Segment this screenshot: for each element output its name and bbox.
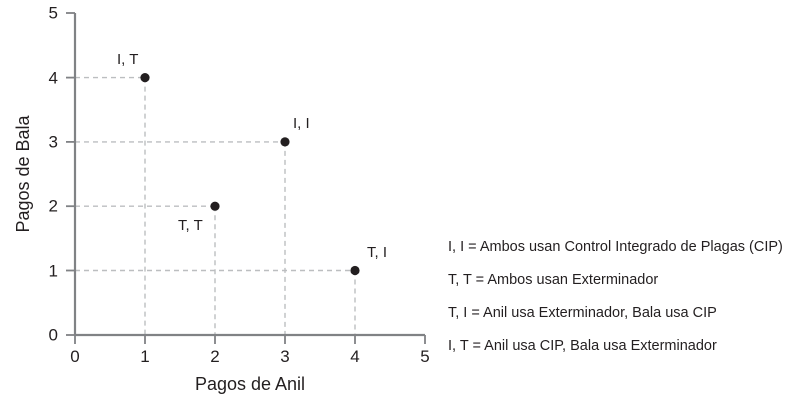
guide-lines bbox=[75, 76, 356, 335]
data-point-it bbox=[140, 73, 150, 83]
y-tick-label-2: 2 bbox=[48, 196, 58, 216]
y-tick-label-3: 3 bbox=[48, 132, 58, 152]
y-tick-label-4: 4 bbox=[48, 68, 58, 88]
x-axis-ticks bbox=[74, 335, 426, 344]
data-label-tt: T, T bbox=[178, 217, 203, 234]
y-axis-ticks bbox=[66, 12, 75, 336]
data-label-it: I, T bbox=[117, 51, 139, 68]
data-point-ti bbox=[350, 265, 360, 276]
x-tick-label-1: 1 bbox=[140, 347, 150, 366]
y-tick-label-0: 0 bbox=[48, 325, 58, 345]
x-tick-label-3: 3 bbox=[280, 347, 290, 366]
legend-item: I, I = Ambos usan Control Integrado de P… bbox=[448, 239, 783, 255]
x-tick-label-4: 4 bbox=[350, 347, 360, 366]
data-markers bbox=[140, 73, 360, 276]
data-label-ti: T, I bbox=[367, 244, 388, 261]
x-tick-label-5: 5 bbox=[420, 347, 430, 366]
data-label-ii: I, I bbox=[293, 115, 310, 132]
y-tick-label-1: 1 bbox=[48, 261, 58, 280]
legend-item: I, T = Anil usa CIP, Bala usa Exterminad… bbox=[448, 338, 717, 354]
legend-item: T, T = Ambos usan Exterminador bbox=[448, 272, 659, 288]
axis-lines bbox=[73, 13, 425, 337]
data-point-ii bbox=[280, 137, 290, 147]
legend: I, I = Ambos usan Control Integrado de P… bbox=[448, 240, 808, 372]
x-tick-label-0: 0 bbox=[70, 347, 80, 366]
x-axis-title: Pagos de Anil bbox=[194, 374, 306, 394]
data-point-tt bbox=[210, 201, 220, 211]
legend-item: T, I = Anil usa Exterminador, Bala usa C… bbox=[448, 305, 717, 321]
x-tick-label-2: 2 bbox=[210, 347, 220, 366]
y-axis-title: Pagos de Bala bbox=[13, 115, 33, 233]
y-tick-label-5: 5 bbox=[48, 3, 58, 23]
